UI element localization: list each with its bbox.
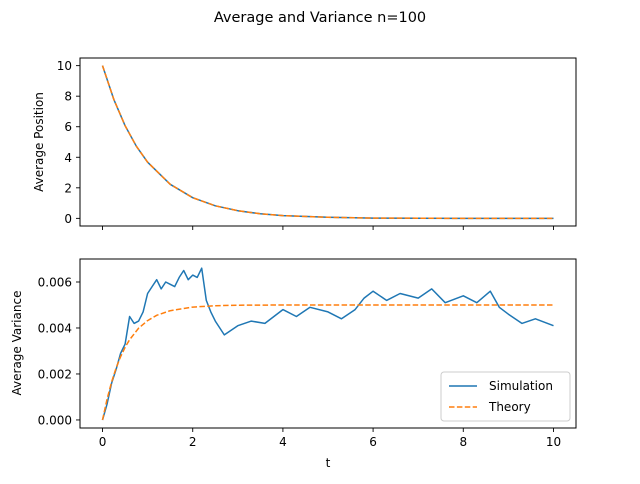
ytick-label-top-4: 8 — [64, 90, 72, 104]
legend-box — [440, 371, 571, 422]
xtick-label-bottom-5: 10 — [546, 435, 561, 449]
ytick-label-top-0: 0 — [64, 212, 72, 226]
series-theory-top — [101, 65, 554, 220]
ylabel-bottom: Average Variance — [10, 291, 24, 396]
xtick-label-bottom-1: 2 — [189, 435, 197, 449]
ytick-label-bottom-0: 0.000 — [38, 413, 72, 427]
lines-bottom — [101, 267, 554, 421]
series-theory-bottom — [101, 304, 554, 421]
ytick-label-bottom-2: 0.004 — [38, 321, 72, 335]
xlabel-bottom: t — [326, 456, 331, 470]
plot-area-top — [79, 57, 577, 227]
ytick-label-top-3: 6 — [64, 120, 72, 134]
xtick-label-bottom-3: 6 — [369, 435, 377, 449]
ytick-label-bottom-3: 0.006 — [38, 275, 72, 289]
ylabel-top: Average Position — [32, 92, 46, 192]
ytick-label-top-1: 2 — [64, 181, 72, 195]
legend-label-simulation: Simulation — [489, 379, 553, 393]
ticks-top: 0 2 4 6 8 10 — [57, 59, 554, 230]
lines-top — [101, 65, 554, 220]
xtick-label-bottom-2: 4 — [279, 435, 287, 449]
subplot-top: Average Position 0 2 4 6 8 10 — [32, 57, 577, 230]
subplot-bottom: Average Variance t 0 2 4 6 8 10 0.000 0.002 0.00… — [10, 258, 577, 470]
ytick-label-top-5: 10 — [57, 59, 72, 73]
ytick-label-top-2: 4 — [64, 151, 72, 165]
chart-title: Average and Variance n=100 — [214, 10, 426, 26]
xtick-label-bottom-0: 0 — [99, 435, 107, 449]
legend-label-theory: Theory — [488, 400, 531, 414]
ytick-label-bottom-1: 0.002 — [38, 367, 72, 381]
legend: Simulation Theory — [440, 371, 571, 422]
series-simulation-bottom — [101, 267, 554, 421]
xtick-label-bottom-4: 8 — [459, 435, 467, 449]
ticks-bottom: 0 2 4 6 8 10 0.000 0.002 0.004 0.006 — [38, 275, 561, 449]
